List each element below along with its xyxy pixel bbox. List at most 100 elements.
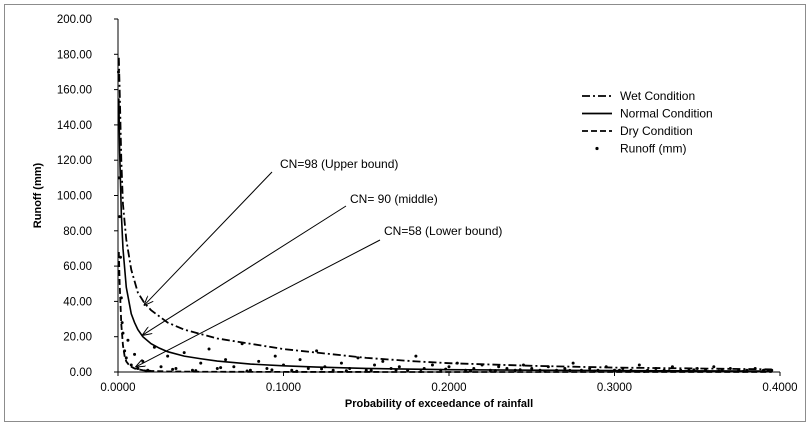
data-point: [199, 361, 203, 365]
data-point: [219, 366, 223, 370]
data-point: [207, 347, 211, 351]
data-point: [687, 368, 691, 372]
data-point: [692, 368, 696, 372]
data-point: [419, 369, 423, 373]
data-point: [593, 369, 597, 373]
y-tick-label: 160.00: [57, 85, 92, 97]
data-point: [414, 354, 418, 358]
series-layer: [116, 57, 774, 373]
data-point: [389, 366, 393, 370]
data-point: [381, 359, 385, 363]
data-point: [126, 338, 130, 342]
data-point: [568, 368, 572, 372]
x-tick-label: 0.1000: [266, 382, 301, 394]
data-point: [344, 369, 348, 373]
annotation-arrow: [144, 171, 273, 305]
data-point: [480, 363, 484, 367]
data-point: [667, 369, 671, 373]
data-point: [513, 368, 517, 372]
y-tick-label: 40.00: [63, 296, 92, 308]
data-point: [257, 359, 261, 363]
data-point: [394, 368, 398, 372]
data-point: [356, 356, 360, 360]
data-point: [129, 363, 133, 367]
annotation: CN=98 (Upper bound): [144, 157, 398, 305]
data-point: [646, 368, 650, 372]
data-point: [224, 358, 228, 362]
y-tick-label: 0.00: [70, 367, 92, 379]
data-point: [518, 368, 522, 372]
annotation-arrow: [136, 239, 381, 367]
chart-frame: [4, 4, 806, 422]
data-point: [121, 331, 125, 335]
data-point: [753, 366, 757, 370]
data-point: [712, 365, 716, 369]
data-point: [117, 176, 121, 180]
data-point: [720, 368, 724, 372]
data-point: [124, 356, 128, 360]
data-point: [728, 366, 732, 370]
data-point: [662, 368, 666, 372]
data-point: [613, 368, 616, 372]
legend: Wet Condition Normal Condition Dry Conditi…: [582, 89, 713, 156]
data-point: [770, 368, 774, 372]
data-point: [761, 368, 765, 372]
y-tick-label: 60.00: [63, 261, 92, 273]
data-point: [521, 363, 525, 367]
data-point: [704, 368, 708, 372]
data-point: [245, 369, 249, 373]
y-tick-label: 140.00: [57, 120, 92, 132]
data-point: [364, 368, 368, 372]
data-point: [430, 363, 434, 367]
data-point: [422, 366, 426, 370]
legend-item: Wet Condition: [582, 89, 695, 103]
data-point: [136, 366, 140, 370]
data-point: [737, 368, 741, 372]
data-point: [563, 366, 567, 370]
data-point: [596, 368, 600, 372]
data-point: [306, 366, 310, 370]
data-point: [298, 358, 302, 362]
data-point: [265, 366, 269, 370]
data-point: [123, 349, 127, 353]
data-point: [464, 368, 468, 372]
data-point: [588, 366, 592, 370]
data-point: [717, 369, 721, 373]
annotation-label: CN=58 (Lower bound): [384, 224, 502, 238]
x-axis-title: Probability of exceedance of rainfall: [345, 398, 533, 410]
data-point: [174, 366, 178, 370]
data-point: [493, 369, 497, 373]
data-point: [270, 368, 274, 372]
data-point: [571, 361, 575, 365]
data-point: [290, 368, 294, 372]
data-point: [621, 366, 625, 370]
data-point: [282, 363, 285, 367]
data-point: [543, 369, 547, 373]
annotations-layer: CN=98 (Upper bound) CN= 90 (middle) CN=58 …: [136, 157, 502, 367]
data-point: [166, 354, 170, 358]
data-point: [152, 345, 156, 349]
x-tick-label: 0.3000: [597, 382, 632, 394]
data-point: [629, 368, 633, 372]
y-tick-label: 180.00: [57, 49, 92, 61]
annotation-arrow: [143, 205, 347, 335]
data-point: [182, 351, 186, 355]
legend-label: Normal Condition: [620, 107, 713, 121]
data-point: [455, 361, 459, 365]
legend-item: Runoff (mm): [595, 142, 686, 156]
data-point: [488, 368, 492, 372]
y-tick-label: 120.00: [57, 155, 92, 167]
data-point: [248, 368, 252, 372]
data-point: [538, 368, 542, 372]
data-point: [118, 215, 122, 219]
data-point: [323, 365, 327, 369]
data-point: [215, 366, 219, 370]
series-wet-condition-line: [117, 57, 772, 371]
axes: 0.00 20.00 40.00 60.00 80.00 100.00 120.00 140.…: [57, 14, 798, 394]
data-point: [555, 368, 559, 372]
annotation-label: CN= 90 (middle): [350, 192, 438, 206]
data-point: [530, 366, 534, 370]
data-point: [331, 368, 335, 372]
annotation: CN= 90 (middle): [143, 192, 438, 335]
